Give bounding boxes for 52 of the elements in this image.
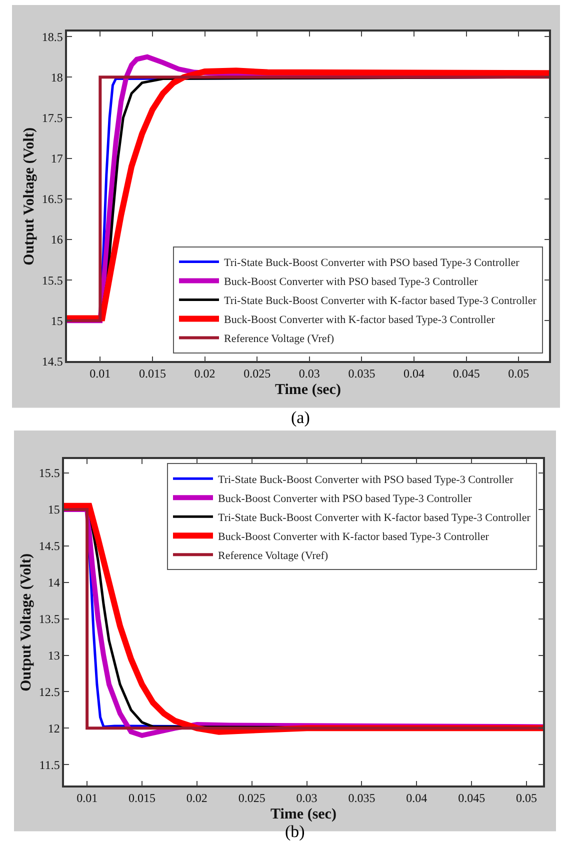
y-tick-label: 17 [50,152,63,166]
y-tick-label: 12.5 [38,684,60,699]
x-tick-label: 0.025 [238,790,266,805]
y-tick-label: 14 [48,576,60,590]
x-axis-title: Time (sec) [270,806,336,822]
legend-label: Tri-State Buck-Boost Converter with K-factor based Type-3 Controller [224,295,537,308]
x-tick-label: 0.025 [244,366,271,380]
y-tick-label: 15.5 [42,273,63,288]
legend-label: Buck-Boost Converter with K-factor based Type-3 Controller [224,314,496,326]
x-tick-label: 0.045 [452,366,480,380]
y-axis-title: Output Voltage (Volt) [18,554,35,692]
legend-label: Buck-Boost Converter with K-factor based Type-3 Controller [218,530,490,543]
x-tick-label: 0.035 [348,790,376,805]
x-tick-label: 0.03 [296,790,318,805]
y-tick-label: 13 [48,648,60,662]
x-tick-label: 0.02 [194,366,216,380]
y-tick-label: 14.5 [42,354,63,368]
y-tick-label: 17.5 [42,110,63,125]
y-tick-label: 18 [50,70,63,84]
legend-label: Buck-Boost Converter with PSO based Type-3 Controller [218,492,472,505]
x-tick-label: 0.04 [406,790,428,805]
x-tick-label: 0.015 [128,790,156,805]
y-tick-label: 15 [48,502,60,517]
y-tick-label: 16 [50,232,63,247]
x-tick-label: 0.02 [186,790,208,805]
y-tick-label: 15 [50,314,63,328]
legend-label: Tri-State Buck-Boost Converter with PSO based Type-3 Controller [218,474,514,486]
legend-label: Tri-State Buck-Boost Converter with K-factor based Type-3 Controller [218,512,531,524]
y-tick-label: 14.5 [38,539,60,554]
x-tick-label: 0.05 [516,790,538,805]
x-tick-label: 0.01 [90,366,111,380]
y-tick-label: 16.5 [42,192,63,206]
y-tick-label: 12 [48,721,60,736]
x-tick-label: 0.05 [508,366,530,380]
y-tick-label: 15.5 [38,466,60,480]
legend-label: Tri-State Buck-Boost Converter with PSO based Type-3 Controller [224,257,520,270]
x-tick-label: 0.03 [298,366,320,380]
y-tick-label: 18.5 [42,30,63,44]
text: (b) [285,822,305,841]
legend-label: Buck-Boost Converter with PSO based Type-3 Controller [224,276,478,288]
legend-label: Reference Voltage (Vref) [224,333,334,346]
y-axis-title: Output Voltage (Volt) [22,128,38,266]
x-tick-label: 0.04 [404,366,425,380]
legend-label: Reference Voltage (Vref) [218,550,328,562]
x-tick-label: 0.015 [138,366,166,380]
text: (a) [291,408,310,427]
x-axis-title: Time (sec) [275,382,341,398]
x-tick-label: 0.045 [458,790,486,805]
x-tick-label: 0.01 [76,790,98,805]
y-tick-label: 11.5 [39,758,60,772]
y-tick-label: 13.5 [38,612,60,626]
x-tick-label: 0.035 [348,366,376,380]
